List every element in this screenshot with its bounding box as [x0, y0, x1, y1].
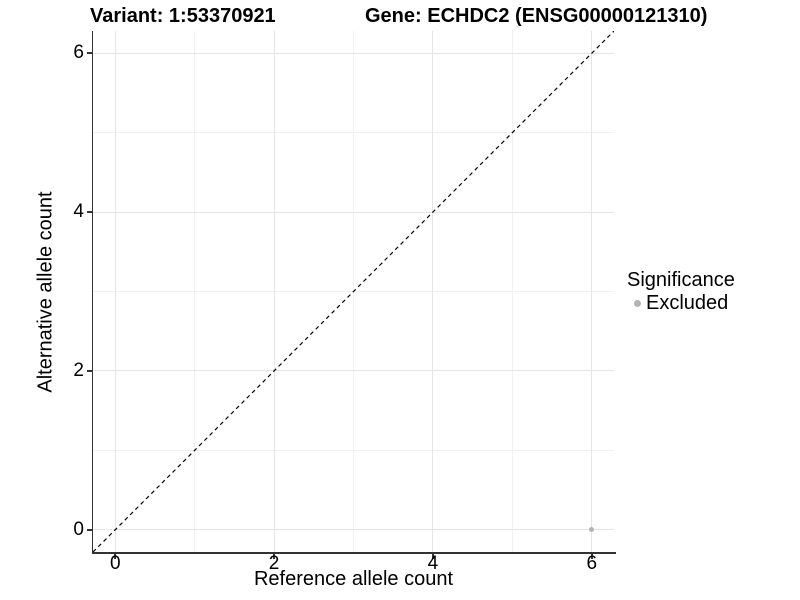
x-axis-line: [91, 552, 616, 554]
x-axis-tick: [432, 553, 434, 559]
major-gridline-y: [93, 211, 614, 213]
minor-gridline-y: [93, 449, 614, 451]
legend-title: Significance: [627, 269, 735, 291]
excluded-point-icon: [634, 299, 641, 307]
major-gridline-y: [93, 52, 614, 54]
y-axis-tick-label: 6: [73, 42, 84, 64]
y-axis-tick-label: 2: [73, 359, 84, 381]
x-axis-tick: [591, 553, 593, 559]
data-point: [589, 527, 595, 533]
major-gridline-x: [114, 31, 116, 552]
major-gridline-y: [93, 529, 614, 531]
major-gridline-x: [591, 31, 593, 552]
identity-dashed-line: [93, 31, 614, 552]
plot-title-gene: Gene: ECHDC2 (ENSG00000121310): [365, 5, 708, 27]
plot-panel: [93, 31, 614, 552]
y-axis-tick: [86, 52, 92, 54]
y-axis-tick: [86, 370, 92, 372]
x-axis-tick: [273, 553, 275, 559]
x-axis-tick-label: 6: [586, 553, 598, 574]
legend-item-excluded: Excluded: [627, 292, 735, 314]
plot-title-variant: Variant: 1:53370921: [90, 5, 276, 27]
x-axis-tick-label: 2: [268, 553, 280, 574]
x-axis-tick-label: 0: [109, 553, 121, 574]
x-axis-title: Reference allele count: [253, 568, 453, 590]
major-gridline-x: [432, 31, 434, 552]
legend-item-label: Excluded: [646, 292, 729, 314]
y-axis-tick-label: 0: [73, 518, 84, 540]
legend: Significance Excluded: [627, 269, 735, 314]
major-gridline-x: [273, 31, 275, 552]
x-axis-tick: [114, 553, 116, 559]
y-axis-tick: [86, 211, 92, 213]
minor-gridline-y: [93, 132, 614, 134]
y-axis-tick: [86, 529, 92, 531]
y-axis-tick-label: 4: [73, 201, 84, 223]
y-axis-line: [91, 30, 93, 554]
identity-line-layer: [93, 31, 614, 552]
major-gridline-y: [93, 370, 614, 372]
x-axis-tick-label: 4: [427, 553, 439, 574]
